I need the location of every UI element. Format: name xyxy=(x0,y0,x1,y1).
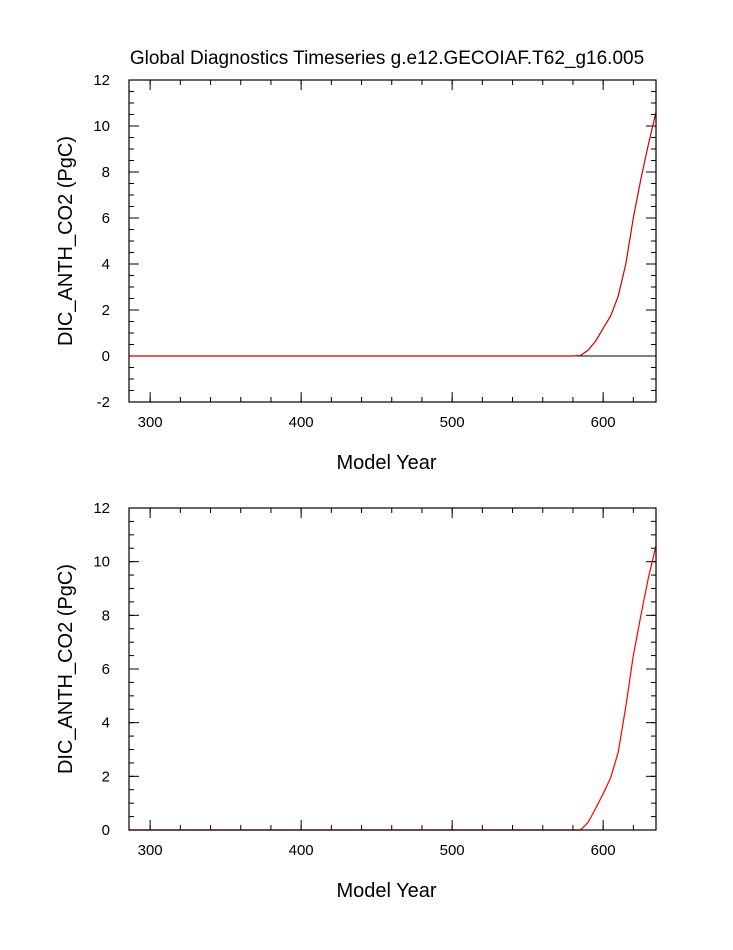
x-tick-label: 500 xyxy=(440,414,465,431)
chart-panel-bottom: 300 400 500 600 0 2 4 6 8 10 12 Model Year DIC_ANTH_… xyxy=(55,500,657,902)
x-axis-label: Model Year xyxy=(336,452,436,474)
y-axis-label: DIC_ANTH_CO2 (PgC) xyxy=(55,564,77,774)
y-tick-label: 0 xyxy=(102,822,110,839)
x-tick-label: 300 xyxy=(138,842,163,859)
y-tick-label: 12 xyxy=(93,72,110,89)
x-axis-label: Model Year xyxy=(336,880,436,902)
series-line xyxy=(129,112,657,357)
x-tick-label: 500 xyxy=(440,842,465,859)
chart-panel-top: 300 400 500 600 -2 0 2 4 6 8 10 12 Model Year DIC_ANT… xyxy=(55,72,657,474)
y-tick-label: 0 xyxy=(102,348,110,365)
y-tick-label: 8 xyxy=(102,164,110,181)
y-tick-label: 10 xyxy=(93,118,110,135)
y-tick-label: 10 xyxy=(93,554,110,571)
y-tick-label: 12 xyxy=(93,500,110,517)
y-tick-label: 4 xyxy=(102,715,110,732)
y-tick-label: 6 xyxy=(102,210,110,227)
y-tick-label: 2 xyxy=(102,302,110,319)
plot-frame xyxy=(128,507,657,831)
y-tick-label: 6 xyxy=(102,661,110,678)
plot-frame xyxy=(128,79,657,403)
x-tick-label: 600 xyxy=(591,414,616,431)
x-tick-label: 400 xyxy=(289,842,314,859)
series-line xyxy=(129,545,657,831)
x-tick-label: 600 xyxy=(591,842,616,859)
y-axis-label: DIC_ANTH_CO2 (PgC) xyxy=(55,136,77,346)
page-title: Global Diagnostics Timeseries g.e12.GECO… xyxy=(130,48,644,69)
x-tick-label: 400 xyxy=(289,414,314,431)
y-tick-label: 4 xyxy=(102,256,110,273)
y-tick-label: 8 xyxy=(102,607,110,624)
y-tick-label: -2 xyxy=(97,394,110,411)
y-tick-label: 2 xyxy=(102,768,110,785)
x-tick-label: 300 xyxy=(138,414,163,431)
